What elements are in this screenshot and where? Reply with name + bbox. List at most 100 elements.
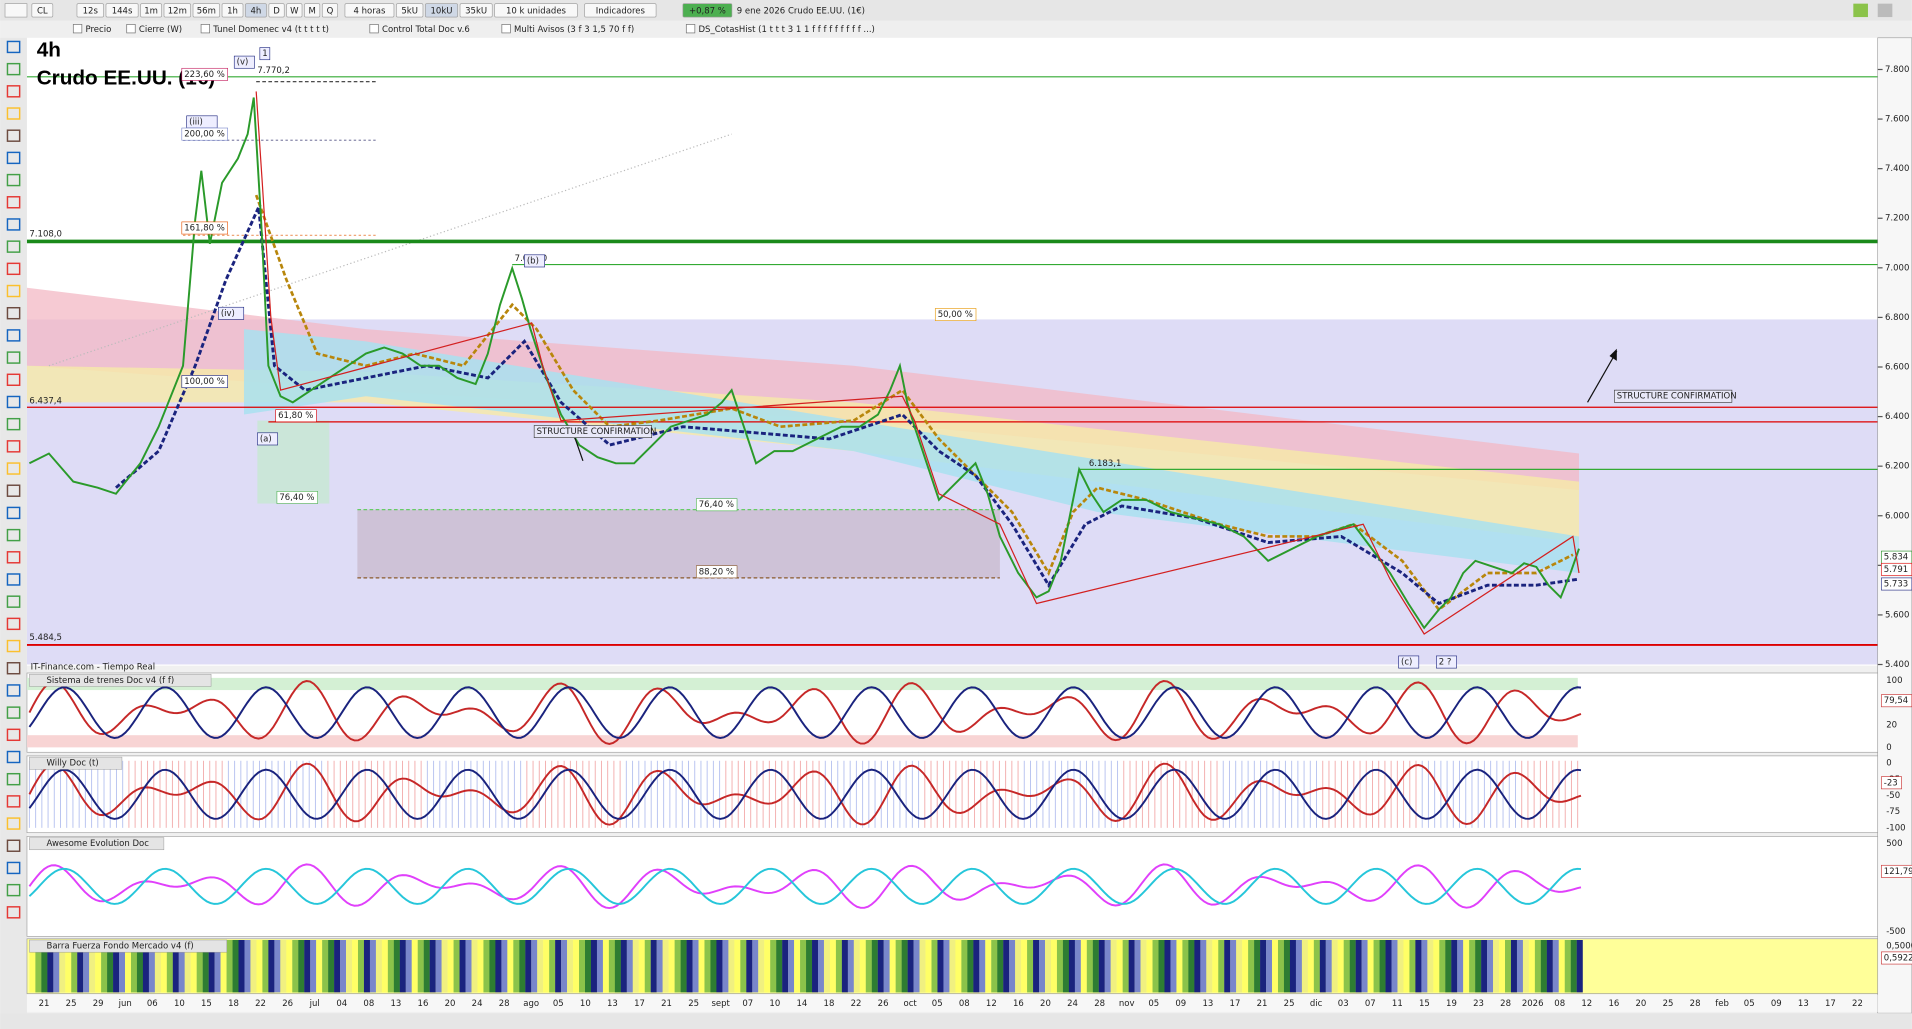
symbol-box[interactable] [31,3,54,18]
tool-icon[interactable] [6,750,21,764]
indicator-checkbox[interactable] [501,24,511,34]
fib-label-box [696,565,738,579]
histogram-bar [1176,939,1183,993]
timeframe-button[interactable] [268,3,285,18]
panel-title-box [29,756,123,770]
tool-icon[interactable] [6,906,21,919]
fib-label: 76,40 % [279,493,314,503]
tool-icon[interactable] [6,85,21,98]
tool-icon[interactable] [6,373,21,386]
timeframe-button[interactable] [304,3,321,18]
histogram-bar [41,939,48,993]
unit-button[interactable] [425,3,458,18]
tool-icon[interactable] [6,329,21,342]
tool-icon[interactable] [6,839,21,852]
histogram-bar [1140,939,1147,993]
indicator-checkbox[interactable] [685,24,696,34]
tool-icon[interactable] [6,639,21,653]
fib-box [357,509,1000,578]
tool-icon[interactable] [6,40,21,54]
indicator-checkbox[interactable] [72,24,83,34]
tool-icon[interactable] [6,151,21,165]
tool-icon[interactable] [6,462,21,475]
tool-icon[interactable] [6,306,21,320]
tool-icon[interactable] [6,728,21,742]
tool-icon[interactable] [6,484,21,497]
tool-icon[interactable] [6,795,21,808]
tool-icon[interactable] [6,528,21,542]
tool-icon[interactable] [6,417,21,431]
histogram-bar [1009,939,1016,993]
tool-icon[interactable] [6,62,21,76]
tool-icon[interactable] [6,129,21,142]
indicator-name: Precio [85,25,111,35]
change-badge[interactable] [682,3,733,18]
date-label: jul [309,999,320,1009]
timeframe-button[interactable] [321,3,338,18]
date-label: 15 [1419,999,1430,1009]
menu-button[interactable] [4,3,28,18]
indicator-checkbox[interactable] [200,24,210,34]
tool-icon[interactable] [6,573,21,586]
histogram-bar [1331,939,1338,993]
histogram-bar [1427,939,1434,993]
tool-icon[interactable] [6,506,21,520]
histogram-bar [710,939,717,993]
tool-icon[interactable] [6,551,21,564]
tool-icon[interactable] [6,284,21,298]
tool-icon[interactable] [6,706,21,719]
tool-icon[interactable] [6,883,21,897]
tool-icon[interactable] [6,595,21,608]
unit-button[interactable] [396,3,424,18]
tool-icon[interactable] [6,173,21,187]
indicator-panel [26,755,1879,834]
indicator-checkbox[interactable] [369,24,379,34]
histogram-bar [1457,939,1464,993]
timeframe-button[interactable] [163,3,191,18]
timeframe-button[interactable] [221,3,244,18]
tool-icon[interactable] [6,861,21,875]
panel-tick-label: 0 [1886,743,1891,753]
tool-icon[interactable] [6,196,21,209]
histogram-bar [1415,939,1422,993]
histogram-bar [555,939,562,993]
date-label: 14 [796,999,807,1009]
indicators-button[interactable] [584,3,657,18]
tool-icon[interactable] [6,817,21,830]
histogram-bar [1522,939,1530,993]
tool-icon[interactable] [6,107,21,120]
tool-icon[interactable] [6,617,21,631]
window-button[interactable] [1877,3,1893,18]
unit-button[interactable] [459,3,493,18]
histogram-bar [232,939,239,993]
tool-icon[interactable] [6,772,21,786]
histogram-bar [130,939,138,993]
window-button[interactable] [1853,3,1868,18]
tool-icon[interactable] [6,240,21,253]
timeframe-button[interactable] [76,3,104,18]
tool-icon[interactable] [6,395,21,409]
date-label: 12 [986,999,997,1009]
tool-icon[interactable] [6,684,21,697]
unit-size-select[interactable] [494,3,578,18]
tool-icon[interactable] [6,262,21,276]
tool-icon[interactable] [6,440,21,453]
period-select[interactable] [344,3,395,18]
histogram-bar [190,939,197,993]
tool-icon[interactable] [6,218,21,231]
timeframe-button[interactable] [140,3,162,18]
timeframe-button[interactable] [286,3,303,18]
tunnel-band [243,329,1580,574]
time-axis [26,994,1878,1012]
tool-icon[interactable] [6,662,21,675]
tool-icon[interactable] [6,351,21,364]
timeframe-button[interactable] [192,3,220,18]
histogram-bar [459,939,466,993]
histogram-bar [1576,939,1583,993]
histogram-bar [1421,939,1428,993]
timeframe-button[interactable] [245,3,267,18]
indicator-checkbox[interactable] [126,24,136,34]
timeframe-button[interactable] [105,3,139,18]
histogram-bar [531,939,538,993]
